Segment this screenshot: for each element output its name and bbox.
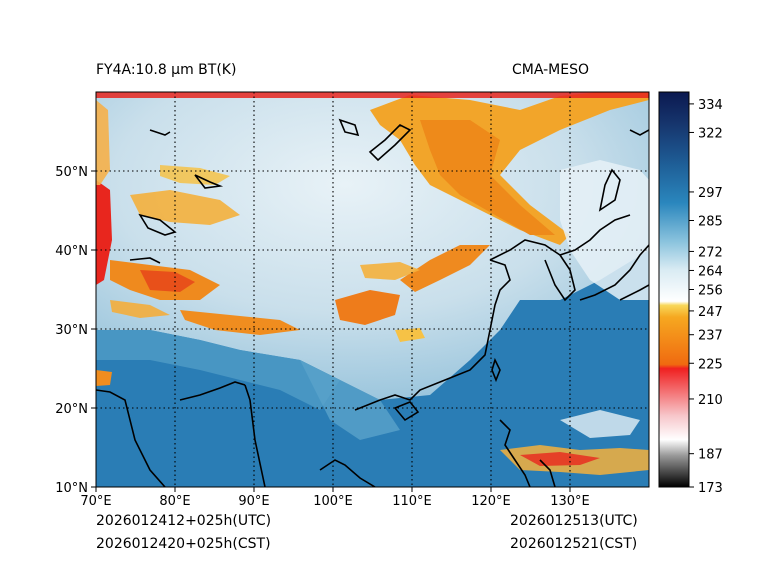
map-frame [95,91,650,488]
gridlines [96,92,649,487]
lat-tick-label: 50°N [55,165,88,180]
init-time-cst: 2026012420+025h(CST) [96,536,271,552]
colorbar [659,92,689,487]
colorbar-tick-label: 297 [698,186,723,201]
colorbar-tick-label: 225 [698,357,723,372]
colorbar-tick-label: 285 [698,214,723,229]
lon-tick-label: 80°E [159,494,190,509]
lon-tick-label: 90°E [238,494,269,509]
lon-tick-label: 70°E [80,494,111,509]
valid-time-cst: 2026012521(CST) [510,536,638,552]
lon-tick-label: 100°E [313,494,353,509]
colorbar-tick-label: 272 [698,245,723,260]
lon-tick-label: 130°E [550,494,590,509]
colorbar-tick-label: 210 [698,393,723,408]
coastlines [96,118,649,487]
colorbar-tick-label: 187 [698,448,723,463]
valid-time-utc: 2026012513(UTC) [510,513,638,529]
lon-tick-label: 120°E [471,494,511,509]
init-time-utc: 2026012412+025h(UTC) [96,513,272,529]
colorbar-tick-label: 322 [698,126,723,141]
colorbar-tick-label: 247 [698,305,723,320]
bt-field [96,92,649,487]
colorbar-tick-label: 334 [698,98,723,113]
colorbar-tick-label: 256 [698,284,723,299]
lat-tick-label: 30°N [55,323,88,338]
model-name: CMA-MESO [512,62,590,78]
colorbar-ticks [689,103,694,488]
lat-tick-label: 20°N [55,402,88,417]
colorbar-labels: 173 187 210 225 237 247 256 264 272 285 297 322 334 [698,98,723,496]
plot-title: FY4A:10.8 µm BT(K) [96,62,237,78]
lat-tick-label: 40°N [55,244,88,259]
colorbar-tick-label: 173 [698,481,723,496]
colorbar-tick-label: 264 [698,264,723,279]
colorbar-tick-label: 237 [698,329,723,344]
lon-tick-label: 110°E [392,494,432,509]
lat-tick-label: 10°N [55,481,88,496]
axis-ticks [91,170,571,492]
